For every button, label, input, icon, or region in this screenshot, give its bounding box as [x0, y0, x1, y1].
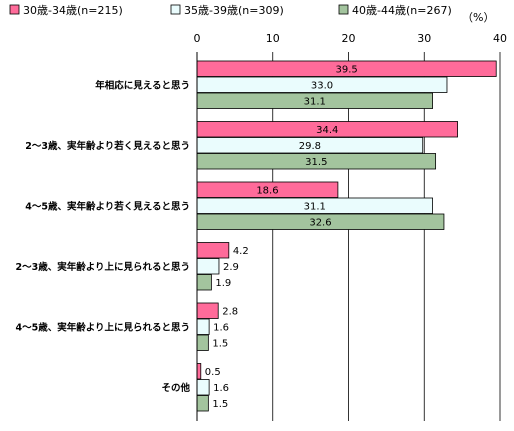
bar: [196, 274, 212, 291]
data-label: 1.9: [215, 278, 231, 289]
category-label: 4～5歳、実年齢より上に見られると思う: [15, 321, 190, 333]
bars: 39.533.0 31.1 34.4 29.8 31.5 18.6 31.1 32.6 4.2 2…: [196, 60, 497, 412]
x-tick-label: 10: [266, 32, 280, 45]
data-label: 1.6: [213, 383, 229, 394]
bar: [196, 318, 210, 335]
legend-swatch: [338, 4, 349, 15]
bar: [196, 258, 220, 275]
data-label: 31.1: [304, 96, 326, 107]
legend-label: 35歳-39歳(n=309): [184, 4, 284, 17]
bar: [196, 334, 209, 351]
grid: [272, 52, 501, 421]
data-label: 1.5: [212, 399, 228, 410]
data-label: 2.9: [223, 262, 239, 273]
data-label: 18.6: [256, 185, 278, 196]
unit-label: （%）: [462, 11, 494, 24]
data-label: 32.6: [309, 217, 331, 228]
category-labels: 年相応に見えると思う 2～3歳、実年齢より若く見えると思う 4～5歳、実年齢より若く…: [15, 79, 190, 394]
x-tick-label: 20: [342, 32, 356, 45]
bar: [196, 395, 209, 412]
category-label: 年相応に見えると思う: [95, 79, 190, 91]
data-label: 39.5: [335, 64, 357, 75]
legend: 30歳-34歳(n=215) 35歳-39歳(n=309) 40歳-44歳(n=26…: [9, 4, 452, 17]
category-label: 2～3歳、実年齢より若く見えると思う: [25, 140, 190, 152]
category-label: 4～5歳、実年齢より若く見えると思う: [25, 200, 190, 212]
legend-label: 30歳-34歳(n=215): [23, 4, 123, 17]
x-tick-label: 30: [417, 32, 431, 45]
data-label: 4.2: [233, 246, 249, 257]
data-label: 1.6: [213, 322, 229, 333]
bar: [196, 302, 219, 319]
bar: [196, 363, 202, 380]
x-tick-label: 0: [194, 32, 201, 45]
data-label: 2.8: [222, 306, 238, 317]
legend-swatch: [170, 4, 181, 15]
category-label: 2～3歳、実年齢より上に見られると思う: [15, 261, 190, 273]
bar: [196, 379, 210, 396]
bar: [196, 242, 230, 259]
data-label: 34.4: [316, 125, 338, 136]
data-label: 31.1: [304, 201, 326, 212]
category-label: その他: [161, 382, 190, 394]
data-label: 29.8: [299, 141, 321, 152]
x-tick-label: 40: [493, 32, 507, 45]
x-tick-labels: 0 10 20 30 40: [194, 32, 508, 45]
legend-swatch: [9, 4, 20, 15]
data-label: 1.5: [212, 338, 228, 349]
legend-label: 40歳-44歳(n=267): [352, 4, 452, 17]
data-label: 0.5: [205, 367, 221, 378]
data-label: 33.0: [311, 80, 333, 91]
data-label: 31.5: [305, 157, 327, 168]
